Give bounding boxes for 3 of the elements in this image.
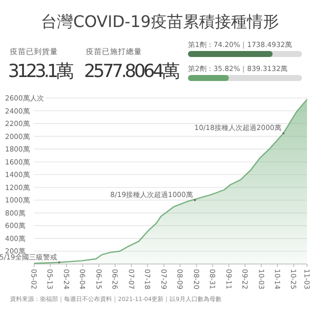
text: 2577.8064萬 bbox=[84, 61, 180, 82]
text: 台灣COVID-19疫苗累積接種情形 bbox=[41, 12, 279, 31]
text: 3123.1萬 bbox=[8, 61, 74, 82]
